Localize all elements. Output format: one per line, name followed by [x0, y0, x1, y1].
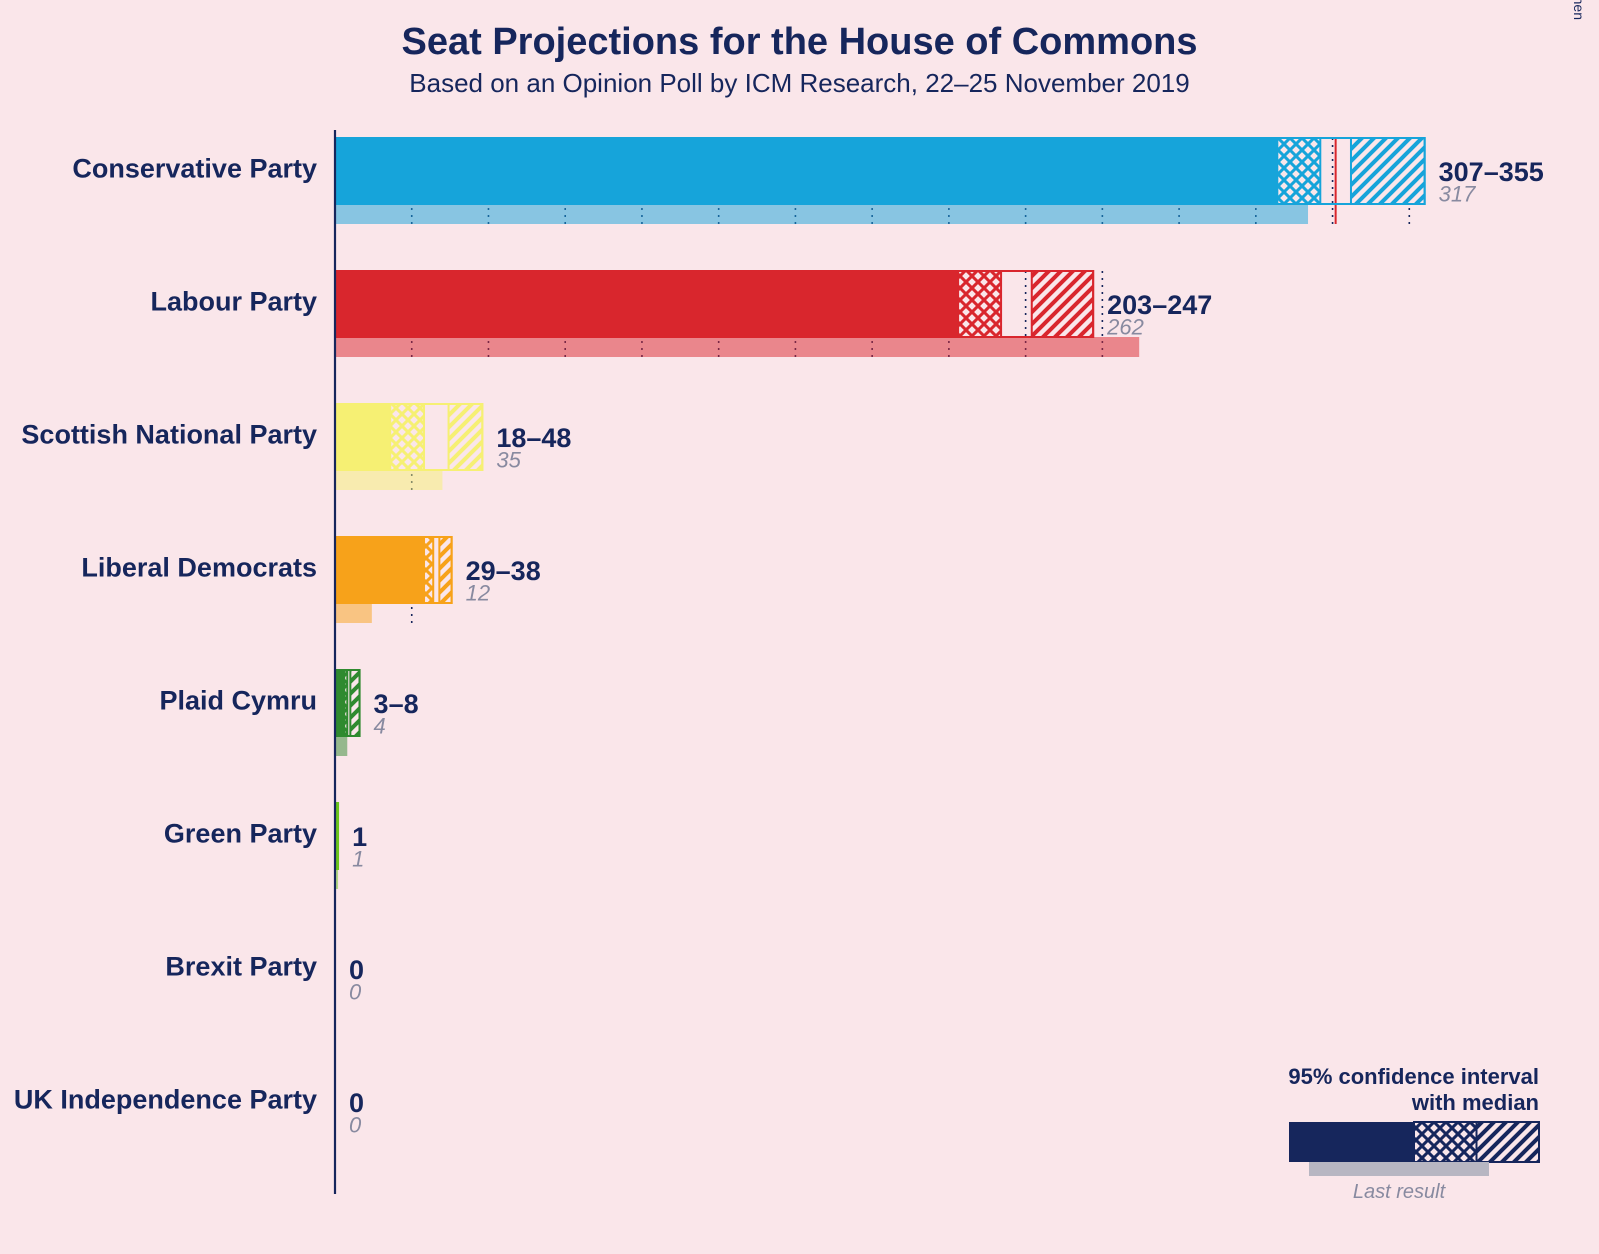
prev-bar — [335, 470, 442, 490]
legend-bar-diag — [1477, 1122, 1540, 1162]
prev-label: 317 — [1439, 182, 1476, 207]
bar-ci-low — [424, 537, 433, 603]
prev-bar — [335, 603, 372, 623]
prev-label: 1 — [352, 847, 364, 872]
prev-label: 0 — [349, 980, 362, 1005]
bar-solid — [335, 271, 958, 337]
party-label: Liberal Democrats — [81, 553, 317, 583]
prev-bar — [335, 204, 1308, 224]
chart-container: © 2019 Filip van Laenen Seat Projections… — [0, 0, 1599, 1254]
bar-solid — [335, 670, 344, 736]
party-label: Conservative Party — [72, 154, 317, 184]
prev-label: 35 — [496, 448, 521, 473]
party-label: Green Party — [164, 819, 317, 849]
party-label: Scottish National Party — [21, 420, 317, 450]
legend-last-result: Last result — [1353, 1181, 1447, 1203]
bar-ci-low — [344, 670, 347, 736]
bar-ci-high — [439, 537, 451, 603]
bar-ci-high — [1032, 271, 1093, 337]
prev-label: 0 — [349, 1113, 362, 1138]
prev-label: 12 — [466, 581, 490, 606]
legend-bar-prev — [1309, 1162, 1489, 1176]
bar-ci-low — [390, 404, 424, 470]
chart-title: Seat Projections for the House of Common… — [402, 21, 1198, 63]
copyright-text: © 2019 Filip van Laenen — [1571, 0, 1587, 20]
bar-solid — [335, 404, 390, 470]
legend-line2: with median — [1411, 1090, 1539, 1115]
bar-ci-low — [1277, 138, 1320, 204]
chart-svg: Seat Projections for the House of Common… — [0, 0, 1599, 1254]
prev-bar — [335, 337, 1139, 357]
chart-subtitle: Based on an Opinion Poll by ICM Research… — [409, 68, 1189, 98]
party-label: UK Independence Party — [14, 1085, 317, 1115]
prev-label: 4 — [374, 714, 386, 739]
legend-line1: 95% confidence interval — [1288, 1064, 1539, 1089]
prev-bar — [335, 736, 347, 756]
party-label: Brexit Party — [165, 952, 317, 982]
bar-solid — [335, 138, 1277, 204]
bar-solid — [335, 537, 424, 603]
bar-ci-high — [449, 404, 483, 470]
party-label: Plaid Cymru — [159, 686, 317, 716]
party-label: Labour Party — [150, 287, 317, 317]
prev-label: 262 — [1106, 315, 1144, 340]
legend-bar-cross — [1414, 1122, 1477, 1162]
bar-ci-high — [1351, 138, 1425, 204]
legend-bar-solid — [1289, 1122, 1414, 1162]
bar-ci-low — [958, 271, 1001, 337]
bar-ci-high — [350, 670, 359, 736]
